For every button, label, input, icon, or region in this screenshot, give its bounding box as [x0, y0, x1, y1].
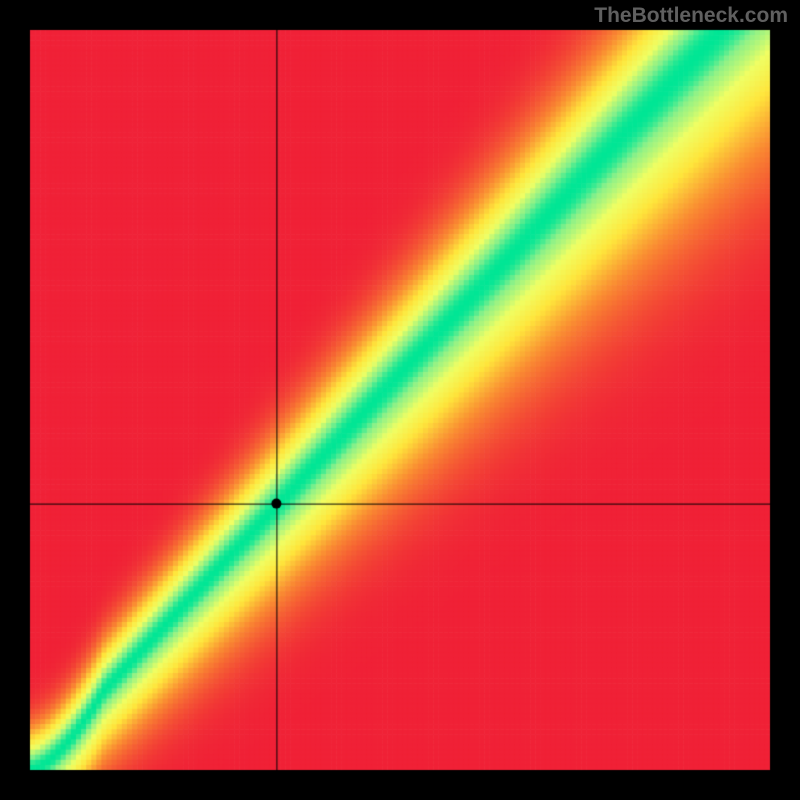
chart-container: TheBottleneck.com: [0, 0, 800, 800]
heatmap-canvas: [0, 0, 800, 800]
watermark-text: TheBottleneck.com: [594, 4, 788, 28]
